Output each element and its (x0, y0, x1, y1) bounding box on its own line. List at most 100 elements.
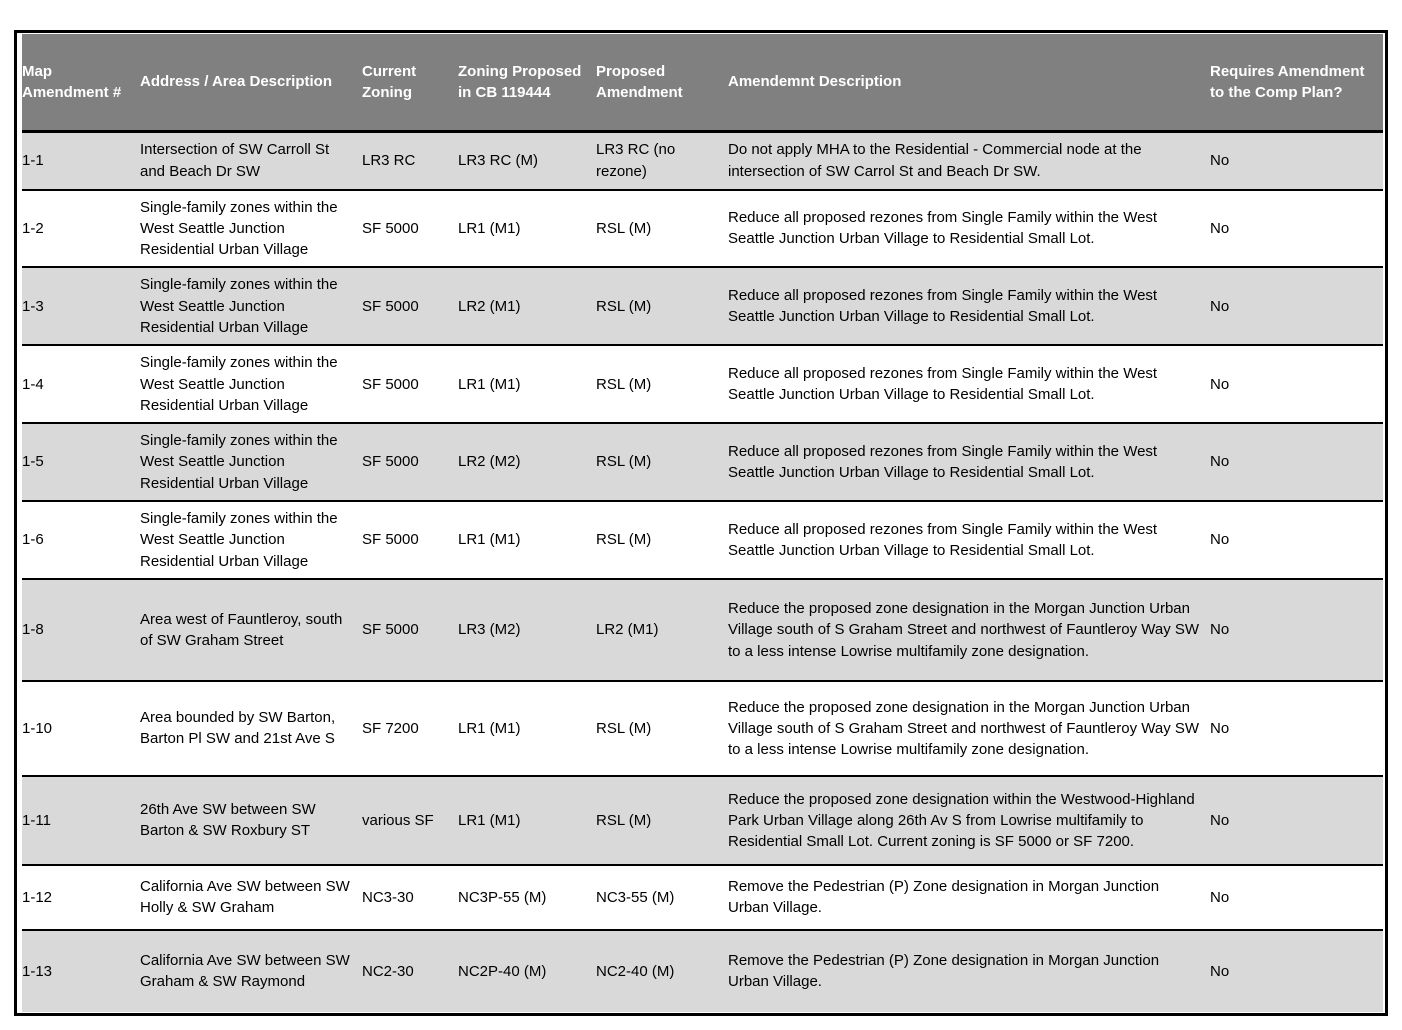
table-row: 1-4 Single-family zones within the West S… (22, 345, 1383, 424)
table-row: 1-10 Area bounded by SW Barton, Barton Pl… (22, 680, 1383, 776)
cell-address-area-description: Single-family zones within the West Seat… (140, 345, 362, 424)
cell-amendment-description: Remove the Pedestrian (P) Zone designati… (728, 864, 1210, 930)
cell-address-area-description: 26th Ave SW between SW Barton & SW Roxbu… (140, 775, 362, 865)
cell-requires-comp-plan: No (1210, 189, 1383, 268)
cell-zoning-proposed-cb: LR1 (M1) (458, 345, 596, 424)
cell-map-amendment-number: 1-8 (22, 578, 140, 681)
cell-proposed-amendment: NC2-40 (M) (596, 929, 728, 1012)
cell-proposed-amendment: RSL (M) (596, 267, 728, 346)
cell-amendment-description: Reduce all proposed rezones from Single … (728, 423, 1210, 502)
column-header-zoning-proposed-cb: Zoning Proposed in CB 119444 (458, 34, 596, 132)
cell-amendment-description: Do not apply MHA to the Residential - Co… (728, 131, 1210, 190)
cell-current-zoning: SF 5000 (362, 578, 458, 681)
cell-map-amendment-number: 1-2 (22, 189, 140, 268)
cell-requires-comp-plan: No (1210, 864, 1383, 930)
cell-current-zoning: SF 5000 (362, 267, 458, 346)
cell-address-area-description: Intersection of SW Carroll St and Beach … (140, 131, 362, 190)
cell-current-zoning: SF 5000 (362, 501, 458, 579)
table-row: 1-1 Intersection of SW Carroll St and Bea… (22, 131, 1383, 190)
column-header-address-area-description: Address / Area Description (140, 34, 362, 132)
cell-requires-comp-plan: No (1210, 680, 1383, 776)
cell-amendment-description: Remove the Pedestrian (P) Zone designati… (728, 929, 1210, 1012)
cell-address-area-description: Single-family zones within the West Seat… (140, 423, 362, 502)
cell-proposed-amendment: RSL (M) (596, 680, 728, 776)
cell-current-zoning: SF 5000 (362, 189, 458, 268)
cell-requires-comp-plan: No (1210, 578, 1383, 681)
cell-proposed-amendment: RSL (M) (596, 775, 728, 865)
cell-current-zoning: NC2-30 (362, 929, 458, 1012)
cell-amendment-description: Reduce all proposed rezones from Single … (728, 345, 1210, 424)
cell-proposed-amendment: RSL (M) (596, 501, 728, 579)
cell-address-area-description: Area west of Fauntleroy, south of SW Gra… (140, 578, 362, 681)
cell-map-amendment-number: 1-1 (22, 131, 140, 190)
table-row: 1-6 Single-family zones within the West S… (22, 501, 1383, 579)
amendments-table-frame: Map Amendment # Address / Area Descriptio… (14, 30, 1388, 1016)
cell-map-amendment-number: 1-11 (22, 775, 140, 865)
cell-proposed-amendment: LR3 RC (no rezone) (596, 131, 728, 190)
cell-requires-comp-plan: No (1210, 501, 1383, 579)
table-row: 1-12 California Ave SW between SW Holly &… (22, 864, 1383, 930)
cell-map-amendment-number: 1-6 (22, 501, 140, 579)
cell-zoning-proposed-cb: NC3P-55 (M) (458, 864, 596, 930)
table-row: 1-11 26th Ave SW between SW Barton & SW R… (22, 775, 1383, 865)
cell-zoning-proposed-cb: LR3 RC (M) (458, 131, 596, 190)
cell-proposed-amendment: LR2 (M1) (596, 578, 728, 681)
cell-amendment-description: Reduce all proposed rezones from Single … (728, 501, 1210, 579)
table-row: 1-13 California Ave SW between SW Graham … (22, 929, 1383, 1012)
table-row: 1-8 Area west of Fauntleroy, south of SW … (22, 578, 1383, 681)
cell-current-zoning: SF 7200 (362, 680, 458, 776)
cell-map-amendment-number: 1-4 (22, 345, 140, 424)
cell-amendment-description: Reduce all proposed rezones from Single … (728, 189, 1210, 268)
cell-zoning-proposed-cb: LR1 (M1) (458, 189, 596, 268)
cell-current-zoning: SF 5000 (362, 423, 458, 502)
cell-proposed-amendment: NC3-55 (M) (596, 864, 728, 930)
cell-map-amendment-number: 1-5 (22, 423, 140, 502)
cell-map-amendment-number: 1-3 (22, 267, 140, 346)
cell-requires-comp-plan: No (1210, 131, 1383, 190)
column-header-requires-comp-plan: Requires Amendment to the Comp Plan? (1210, 34, 1383, 132)
cell-current-zoning: NC3-30 (362, 864, 458, 930)
cell-amendment-description: Reduce the proposed zone designation in … (728, 578, 1210, 681)
cell-proposed-amendment: RSL (M) (596, 345, 728, 424)
cell-address-area-description: California Ave SW between SW Holly & SW … (140, 864, 362, 930)
cell-zoning-proposed-cb: LR3 (M2) (458, 578, 596, 681)
column-header-amendment-description: Amendemnt Description (728, 34, 1210, 132)
column-header-map-amendment-number: Map Amendment # (22, 34, 140, 132)
cell-map-amendment-number: 1-12 (22, 864, 140, 930)
cell-address-area-description: Area bounded by SW Barton, Barton Pl SW … (140, 680, 362, 776)
cell-amendment-description: Reduce the proposed zone designation wit… (728, 775, 1210, 865)
cell-zoning-proposed-cb: LR1 (M1) (458, 501, 596, 579)
cell-zoning-proposed-cb: NC2P-40 (M) (458, 929, 596, 1012)
table-header-row: Map Amendment # Address / Area Descriptio… (22, 34, 1383, 132)
cell-address-area-description: Single-family zones within the West Seat… (140, 189, 362, 268)
amendments-table: Map Amendment # Address / Area Descriptio… (22, 34, 1383, 1012)
column-header-proposed-amendment: Proposed Amendment (596, 34, 728, 132)
cell-current-zoning: various SF (362, 775, 458, 865)
cell-current-zoning: LR3 RC (362, 131, 458, 190)
table-row: 1-5 Single-family zones within the West S… (22, 423, 1383, 502)
cell-proposed-amendment: RSL (M) (596, 189, 728, 268)
cell-requires-comp-plan: No (1210, 423, 1383, 502)
cell-requires-comp-plan: No (1210, 775, 1383, 865)
cell-current-zoning: SF 5000 (362, 345, 458, 424)
cell-amendment-description: Reduce the proposed zone designation in … (728, 680, 1210, 776)
cell-map-amendment-number: 1-13 (22, 929, 140, 1012)
cell-amendment-description: Reduce all proposed rezones from Single … (728, 267, 1210, 346)
cell-map-amendment-number: 1-10 (22, 680, 140, 776)
cell-zoning-proposed-cb: LR2 (M2) (458, 423, 596, 502)
cell-address-area-description: Single-family zones within the West Seat… (140, 501, 362, 579)
table-row: 1-3 Single-family zones within the West S… (22, 267, 1383, 346)
table-body: 1-1 Intersection of SW Carroll St and Bea… (22, 131, 1383, 1012)
cell-address-area-description: California Ave SW between SW Graham & SW… (140, 929, 362, 1012)
cell-address-area-description: Single-family zones within the West Seat… (140, 267, 362, 346)
cell-zoning-proposed-cb: LR1 (M1) (458, 775, 596, 865)
column-header-current-zoning: Current Zoning (362, 34, 458, 132)
cell-requires-comp-plan: No (1210, 345, 1383, 424)
cell-requires-comp-plan: No (1210, 267, 1383, 346)
cell-zoning-proposed-cb: LR2 (M1) (458, 267, 596, 346)
cell-proposed-amendment: RSL (M) (596, 423, 728, 502)
cell-requires-comp-plan: No (1210, 929, 1383, 1012)
cell-zoning-proposed-cb: LR1 (M1) (458, 680, 596, 776)
table-row: 1-2 Single-family zones within the West S… (22, 189, 1383, 268)
